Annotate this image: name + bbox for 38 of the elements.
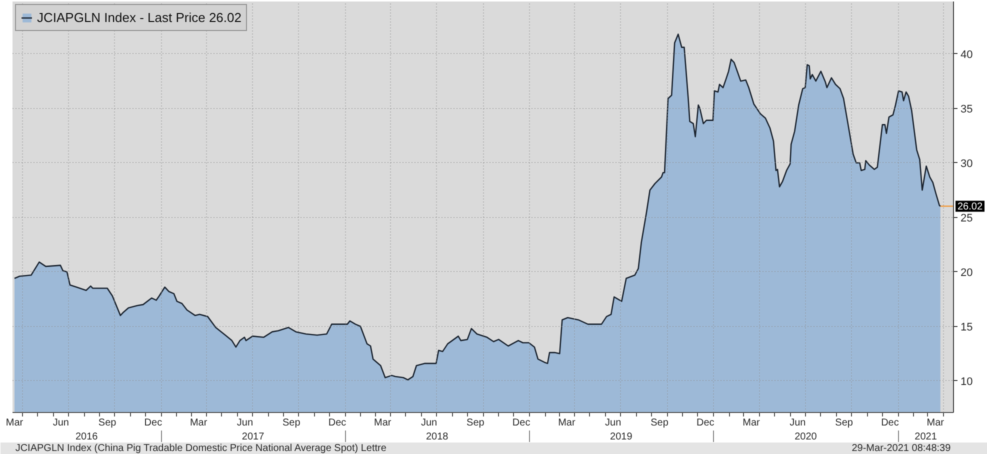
x-tick-label: Sep (650, 418, 669, 428)
x-tick-label: Mar (190, 418, 208, 428)
x-tick-label: Dec (512, 418, 530, 428)
x-tick-label: Mar (742, 418, 761, 428)
y-tick-label: 10 (960, 376, 973, 388)
x2-tick-label: 2018 (426, 432, 449, 442)
y-tick-label: 20 (960, 266, 973, 279)
y-tick-label: 40 (960, 48, 973, 61)
x-tick-label: Sep (835, 418, 854, 428)
x-tick-label: Jun (790, 418, 806, 428)
x-tick-label: Sep (282, 418, 301, 428)
y-tick-label: 15 (960, 321, 973, 334)
x-tick-label: Dec (144, 418, 162, 428)
x-tick-label: Jun (605, 418, 622, 428)
x-tick-label: Sep (466, 418, 485, 428)
x-tick-label: Dec (881, 418, 899, 428)
x2-tick-label: 2017 (242, 432, 265, 442)
x-tick-label: Mar (6, 418, 24, 428)
legend-label: JCIAPGLN Index - Last Price 26.02 (37, 10, 242, 25)
x2-tick-label: 2019 (610, 432, 633, 442)
y-tick-label: 35 (960, 103, 973, 116)
x-tick-label: Dec (328, 418, 346, 428)
text: JCIAPGLN Index (China Pig Tradable Domestic Price National Average Spot) Lettre (15, 443, 387, 454)
x2-tick-label: 2016 (76, 432, 98, 442)
x-tick-label: Jun (52, 418, 69, 428)
x-tick-label: Mar (558, 418, 576, 428)
x-tick-label: Jun (420, 418, 438, 428)
x-tick-label: Jun (236, 418, 254, 428)
ref-line-label: 26.02 (958, 202, 983, 213)
x2-tick-label: 2020 (794, 432, 818, 442)
text: 29-Mar-2021 08:48:39 (852, 443, 952, 454)
y-tick-label: 25 (960, 212, 973, 224)
x-tick-label: Dec (696, 418, 714, 428)
x-tick-label: Mar (926, 418, 945, 428)
x-tick-label: Mar (374, 418, 392, 428)
y-tick-label: 30 (960, 158, 973, 170)
x2-tick-label: 2021 (914, 432, 938, 442)
x-tick-label: Sep (98, 418, 117, 428)
